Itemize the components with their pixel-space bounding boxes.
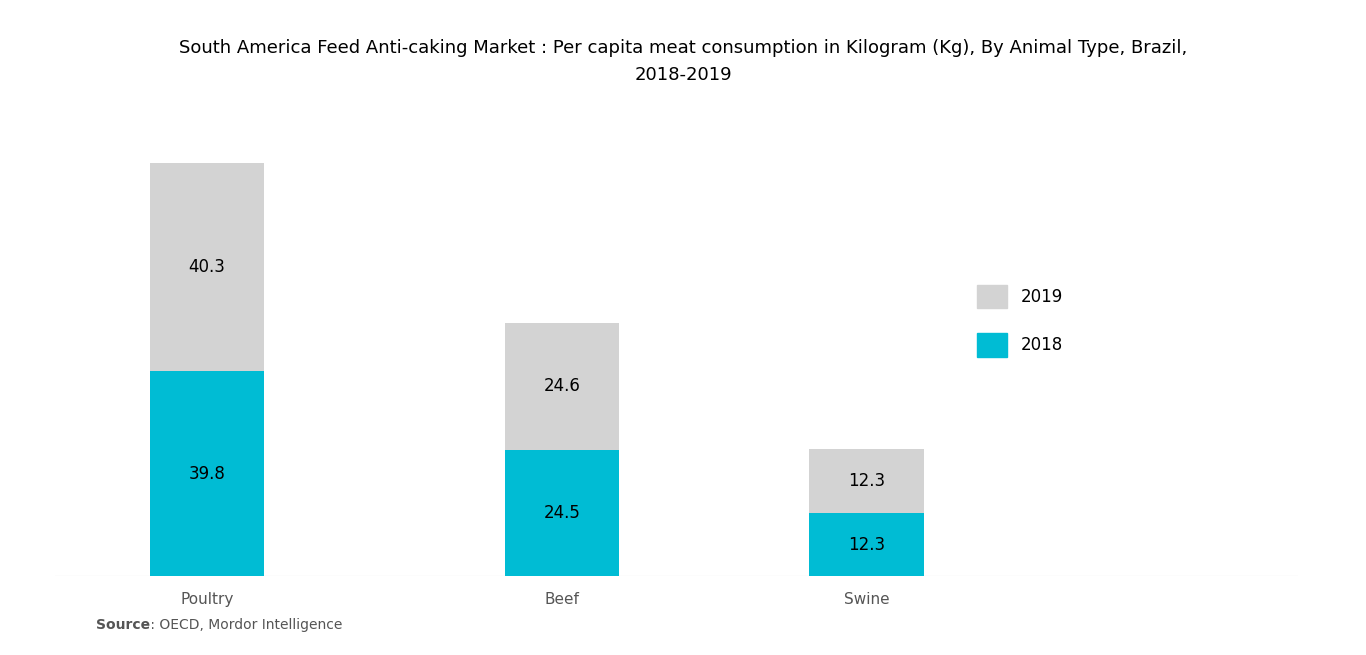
Bar: [150, 371, 264, 576]
Bar: [809, 513, 923, 576]
Text: 24.5: 24.5: [544, 504, 581, 522]
Text: : OECD, Mordor Intelligence: : OECD, Mordor Intelligence: [146, 618, 343, 632]
Legend: 2019, 2018: 2019, 2018: [970, 278, 1070, 364]
Text: South America Feed Anti-caking Market : Per capita meat consumption in Kilogram : South America Feed Anti-caking Market : …: [179, 39, 1187, 57]
Text: 40.3: 40.3: [189, 257, 225, 276]
Bar: [505, 450, 619, 576]
Text: 12.3: 12.3: [848, 536, 885, 553]
Bar: [505, 323, 619, 450]
Text: 24.6: 24.6: [544, 377, 581, 395]
Text: 39.8: 39.8: [189, 464, 225, 483]
Text: 2018-2019: 2018-2019: [634, 66, 732, 83]
Bar: [809, 449, 923, 513]
Bar: [150, 162, 264, 371]
Text: Source: Source: [96, 618, 150, 632]
Text: 12.3: 12.3: [848, 472, 885, 490]
